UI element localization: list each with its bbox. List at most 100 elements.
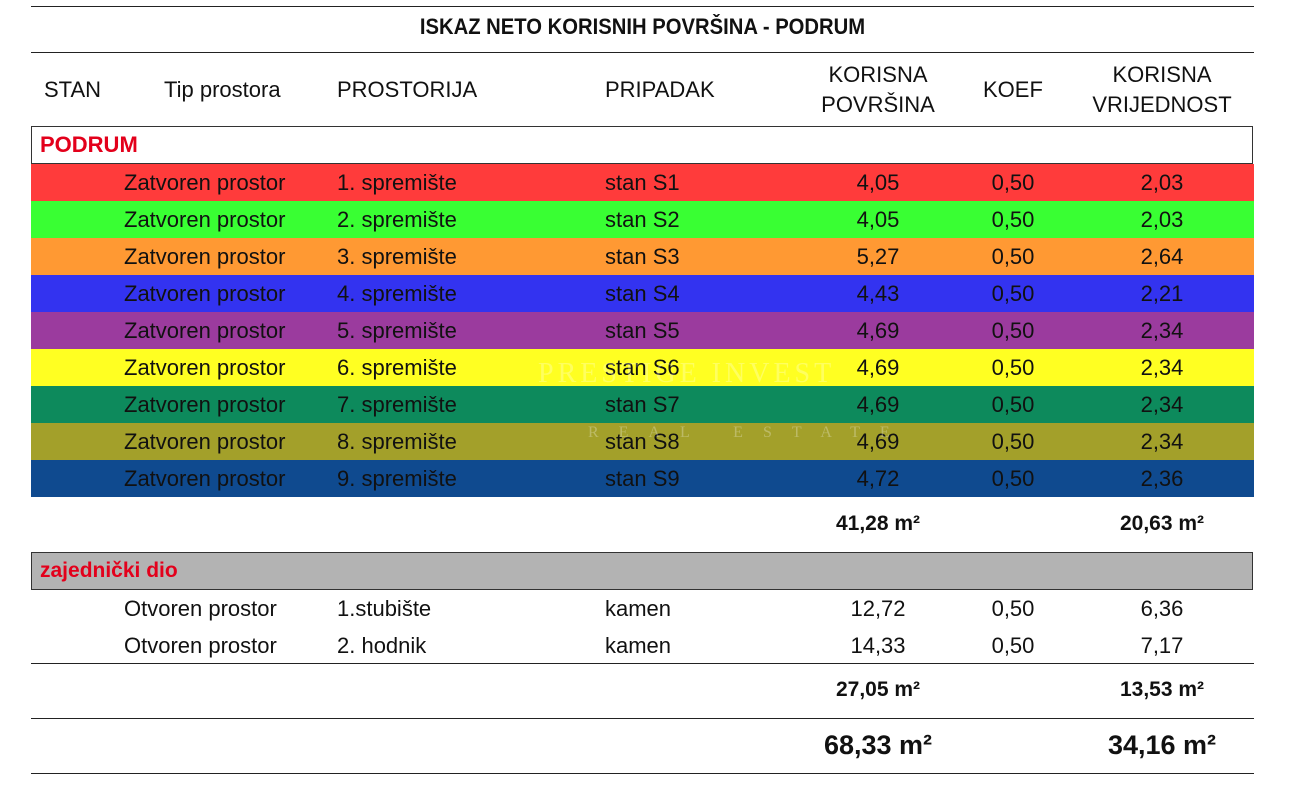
header-stan: STAN [44,77,102,102]
podrum-total-povrsina: 41,28 m² [835,512,921,535]
cell-pripadak: stan S5 [605,318,680,343]
cell-pripadak: stan S8 [605,429,680,454]
cell-tip-prostora: Zatvoren prostor [124,207,286,232]
header-korisna-line1: KORISNA [828,62,928,87]
podrum-section-header: PODRUM [31,126,1253,164]
cell-korisna-povrsina: 4,69 [856,429,900,454]
cell-koef: 0,50 [991,281,1035,306]
cell-korisna-povrsina: 4,69 [856,355,900,380]
table-row: Otvoren prostor 1.stubište kamen 12,72 0,50 6… [31,590,1254,627]
cell-prostorija: 4. spremište [337,281,457,306]
cell-korisna-vrijednost: 2,34 [1140,318,1184,343]
zajednicki-section-header: zajednički dio [31,552,1253,590]
cell-koef: 0,50 [991,392,1035,417]
header-prostorija: PROSTORIJA [337,77,478,102]
cell-tip-prostora: Zatvoren prostor [124,318,286,343]
top-rule [31,6,1254,7]
podrum-total-vrijednost: 20,63 m² [1119,512,1205,535]
header-koef: KOEF [983,77,1043,102]
cell-prostorija: 8. spremište [337,429,457,454]
cell-korisna-povrsina: 14,33 [850,633,906,658]
cell-prostorija: 9. spremište [337,466,457,491]
table-row: Zatvoren prostor 8. spremište stan S8 4,69 0… [31,423,1254,460]
zajednicki-rule [31,663,1254,664]
cell-koef: 0,50 [991,244,1035,269]
cell-pripadak: kamen [605,596,672,621]
cell-tip-prostora: Zatvoren prostor [124,170,286,195]
table-row: Zatvoren prostor 2. spremište stan S2 4,05 0… [31,201,1254,238]
cell-pripadak: stan S3 [605,244,680,269]
table-title: ISKAZ NETO KORISNIH POVRŠINA - PODRUM [419,14,866,39]
grand-total-povrsina: 68,33 m² [823,730,933,760]
cell-korisna-povrsina: 5,27 [856,244,900,269]
cell-koef: 0,50 [991,318,1035,343]
cell-prostorija: 2. hodnik [337,633,427,658]
cell-tip-prostora: Zatvoren prostor [124,355,286,380]
cell-korisna-povrsina: 4,69 [856,318,900,343]
cell-pripadak: stan S1 [605,170,680,195]
cell-korisna-vrijednost: 2,03 [1140,170,1184,195]
header-pripadak: PRIPADAK [605,77,715,102]
header-vrijednost-line1: KORISNA [1112,62,1212,87]
table-row: Zatvoren prostor 6. spremište stan S6 4,69 0… [31,349,1254,386]
cell-koef: 0,50 [991,170,1035,195]
cell-tip-prostora: Zatvoren prostor [124,466,286,491]
cell-korisna-povrsina: 12,72 [850,596,906,621]
cell-pripadak: stan S4 [605,281,680,306]
cell-pripadak: stan S9 [605,466,680,491]
cell-koef: 0,50 [991,633,1035,658]
cell-korisna-povrsina: 4,72 [856,466,900,491]
cell-tip-prostora: Zatvoren prostor [124,281,286,306]
cell-prostorija: 3. spremište [337,244,457,269]
cell-tip-prostora: Otvoren prostor [124,596,277,621]
cell-pripadak: stan S2 [605,207,680,232]
cell-korisna-vrijednost: 6,36 [1140,596,1184,621]
cell-korisna-povrsina: 4,05 [856,207,900,232]
cell-tip-prostora: Zatvoren prostor [124,392,286,417]
cell-korisna-povrsina: 4,05 [856,170,900,195]
cell-prostorija: 2. spremište [337,207,457,232]
table-row: Zatvoren prostor 3. spremište stan S3 5,27 0… [31,238,1254,275]
table-row: Zatvoren prostor 7. spremište stan S7 4,69 0… [31,386,1254,423]
cell-tip-prostora: Zatvoren prostor [124,244,286,269]
cell-koef: 0,50 [991,466,1035,491]
cell-prostorija: 6. spremište [337,355,457,380]
cell-korisna-vrijednost: 2,34 [1140,355,1184,380]
bottom-rule [31,773,1254,774]
cell-korisna-vrijednost: 2,34 [1140,392,1184,417]
cell-korisna-vrijednost: 2,36 [1140,466,1184,491]
grand-total-rule [31,718,1254,719]
cell-koef: 0,50 [991,596,1035,621]
cell-prostorija: 1.stubište [337,596,432,621]
cell-korisna-povrsina: 4,43 [856,281,900,306]
table-row: Zatvoren prostor 5. spremište stan S5 4,69 0… [31,312,1254,349]
zajednicki-total-povrsina: 27,05 m² [835,678,921,701]
cell-korisna-vrijednost: 2,03 [1140,207,1184,232]
table-row: Zatvoren prostor 9. spremište stan S9 4,72 0… [31,460,1254,497]
cell-korisna-vrijednost: 2,21 [1140,281,1184,306]
table-row: Otvoren prostor 2. hodnik kamen 14,33 0,50 7,… [31,627,1254,664]
cell-koef: 0,50 [991,207,1035,232]
cell-prostorija: 5. spremište [337,318,457,343]
header-vrijednost-line2: VRIJEDNOST [1092,92,1232,117]
cell-pripadak: stan S7 [605,392,680,417]
cell-tip-prostora: Zatvoren prostor [124,429,286,454]
cell-koef: 0,50 [991,429,1035,454]
cell-korisna-vrijednost: 2,64 [1140,244,1184,269]
cell-prostorija: 7. spremište [337,392,457,417]
zajednicki-label: zajednički dio [40,559,178,582]
header-korisna-povrsina: KORISNA POVRŠINA [800,60,956,120]
cell-korisna-povrsina: 4,69 [856,392,900,417]
table-row: Zatvoren prostor 1. spremište stan S1 4,05 0… [31,164,1254,201]
header-korisna-line2: POVRŠINA [821,92,935,117]
cell-koef: 0,50 [991,355,1035,380]
header-tip-prostora: Tip prostora [164,77,281,102]
grand-total-vrijednost: 34,16 m² [1107,730,1217,760]
cell-korisna-vrijednost: 2,34 [1140,429,1184,454]
header-korisna-vrijednost: KORISNA VRIJEDNOST [1080,60,1244,120]
podrum-label: PODRUM [40,132,138,157]
cell-prostorija: 1. spremište [337,170,457,195]
cell-korisna-vrijednost: 7,17 [1140,633,1184,658]
title-rule [31,52,1254,53]
cell-pripadak: stan S6 [605,355,680,380]
